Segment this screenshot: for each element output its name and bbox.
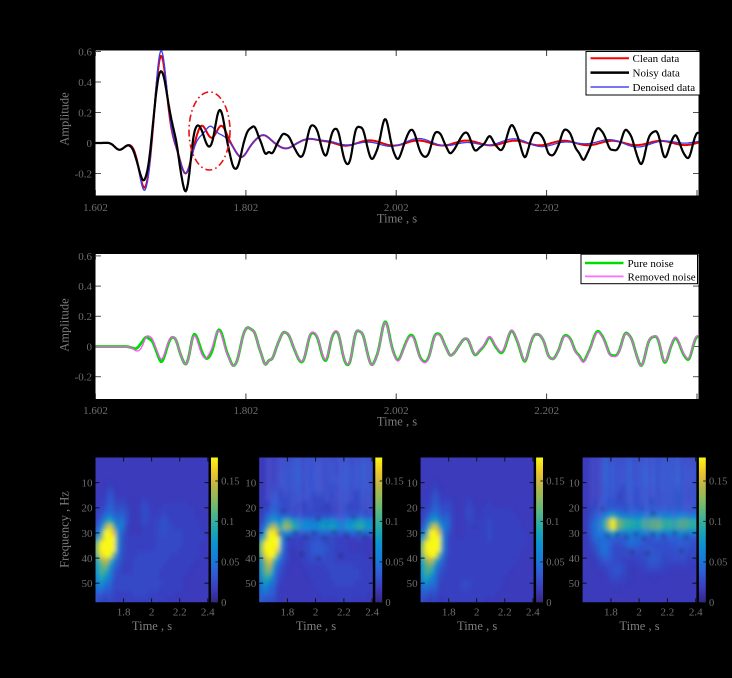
svg-text:Frequency , Hz: Frequency , Hz [58,491,72,568]
svg-text:1.8: 1.8 [442,606,456,618]
svg-text:20: 20 [569,503,581,515]
svg-text:30: 30 [245,528,257,540]
svg-text:0.1: 0.1 [385,517,398,528]
svg-text:0.4: 0.4 [78,281,92,293]
svg-text:40: 40 [569,553,581,565]
svg-text:2.002: 2.002 [384,405,409,417]
svg-text:-0.2: -0.2 [75,372,92,384]
svg-text:2.202: 2.202 [534,405,559,417]
svg-text:30: 30 [82,528,94,540]
svg-text:0.05: 0.05 [709,558,727,569]
svg-text:0.05: 0.05 [546,558,564,569]
svg-text:50: 50 [569,578,581,590]
svg-text:30: 30 [569,528,581,540]
svg-text:0.15: 0.15 [221,477,239,488]
svg-text:10: 10 [569,478,581,490]
svg-text:10: 10 [245,478,257,490]
svg-text:2.2: 2.2 [498,606,512,618]
svg-text:Removed noise: Removed noise [628,271,696,283]
svg-text:2: 2 [149,606,155,618]
svg-text:Time , s: Time , s [377,212,417,226]
svg-text:0.05: 0.05 [385,558,403,569]
svg-text:Time , s: Time , s [296,619,336,633]
svg-text:50: 50 [407,578,419,590]
svg-text:0.15: 0.15 [385,477,403,488]
svg-text:2.4: 2.4 [201,606,215,618]
svg-text:Noisy data: Noisy data [633,68,680,80]
svg-text:2: 2 [313,606,319,618]
svg-text:10: 10 [82,478,94,490]
svg-text:0.6: 0.6 [78,46,92,58]
svg-text:Amplitude: Amplitude [58,298,72,352]
svg-text:20: 20 [82,503,94,515]
svg-text:0.6: 0.6 [78,251,92,263]
svg-text:Pure noise: Pure noise [628,258,674,270]
svg-text:40: 40 [245,553,257,565]
svg-text:0: 0 [709,598,714,609]
svg-text:20: 20 [407,503,419,515]
svg-text:2.4: 2.4 [526,606,540,618]
svg-text:0: 0 [87,341,93,353]
svg-text:10: 10 [407,478,419,490]
svg-text:Denoised data: Denoised data [633,82,696,94]
svg-text:0: 0 [546,598,551,609]
svg-text:2.2: 2.2 [337,606,351,618]
svg-text:Time , s: Time , s [132,619,172,633]
svg-text:0.2: 0.2 [78,107,92,119]
svg-text:-0.2: -0.2 [75,168,92,180]
svg-text:2: 2 [474,606,480,618]
svg-text:1.602: 1.602 [83,405,108,417]
svg-text:0.15: 0.15 [546,477,564,488]
svg-text:1.8: 1.8 [604,606,618,618]
svg-text:2.4: 2.4 [365,606,379,618]
svg-text:Time , s: Time , s [619,619,659,633]
svg-text:1.8: 1.8 [117,606,131,618]
svg-text:Time , s: Time , s [457,619,497,633]
svg-text:Amplitude: Amplitude [58,92,72,146]
svg-text:1.802: 1.802 [234,202,259,214]
svg-text:40: 40 [407,553,419,565]
svg-text:0.4: 0.4 [78,77,92,89]
svg-text:0.1: 0.1 [546,517,559,528]
svg-text:Clean data: Clean data [633,53,680,65]
svg-text:0: 0 [221,598,226,609]
svg-text:50: 50 [82,578,94,590]
svg-text:40: 40 [82,553,94,565]
svg-text:0: 0 [385,598,390,609]
svg-text:2.2: 2.2 [173,606,187,618]
svg-text:2: 2 [636,606,642,618]
svg-text:0.1: 0.1 [709,517,722,528]
svg-text:0: 0 [87,138,93,150]
svg-text:2.4: 2.4 [689,606,703,618]
svg-text:1.602: 1.602 [83,202,108,214]
svg-text:0.15: 0.15 [709,477,727,488]
svg-text:1.802: 1.802 [234,405,259,417]
svg-text:2.2: 2.2 [661,606,675,618]
svg-text:20: 20 [245,503,257,515]
svg-text:2.202: 2.202 [534,202,559,214]
svg-text:2.002: 2.002 [384,202,409,214]
svg-text:1.8: 1.8 [281,606,295,618]
svg-text:30: 30 [407,528,419,540]
svg-text:0.1: 0.1 [221,517,234,528]
svg-text:50: 50 [245,578,257,590]
svg-text:0.2: 0.2 [78,311,92,323]
svg-text:Time , s: Time , s [377,415,417,429]
svg-text:0.05: 0.05 [221,558,239,569]
